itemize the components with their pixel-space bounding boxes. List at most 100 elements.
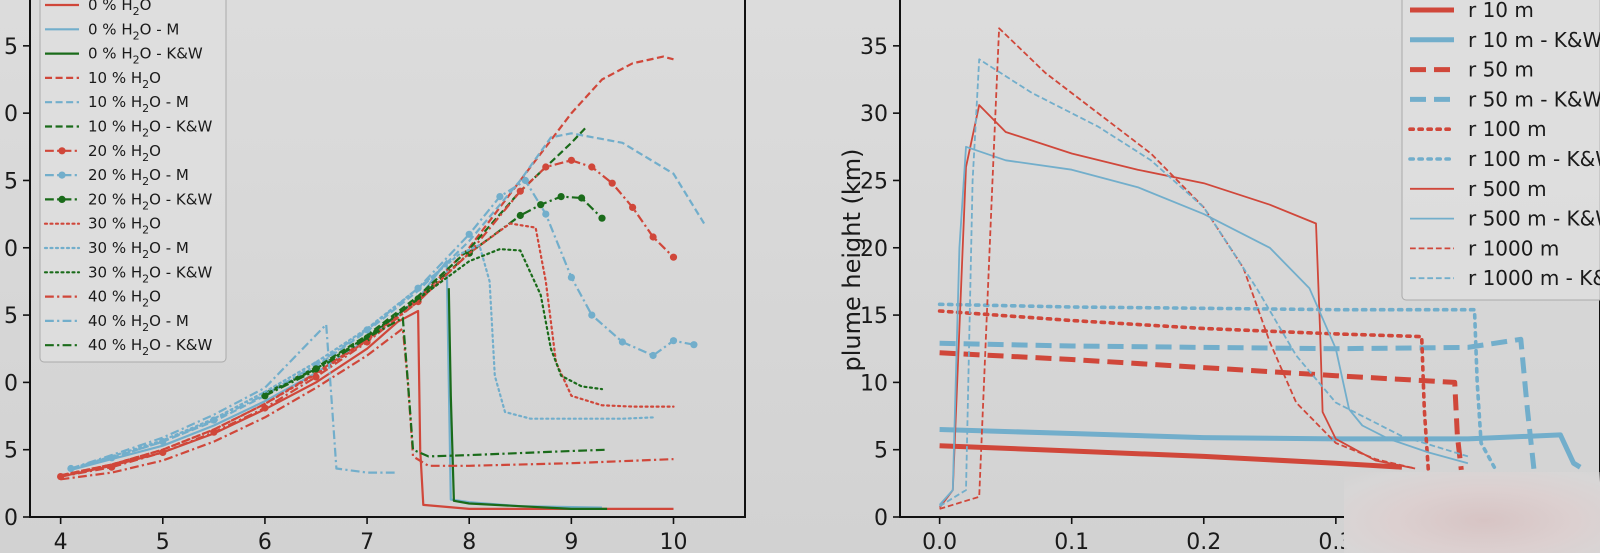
left-ytick-label: 0 [4,102,18,127]
right-series-r-50-m [939,350,1464,471]
left-ytick-label: 5 [4,439,18,464]
right-legend-label-r-10-m: r 10 m [1468,0,1534,22]
right-legend-label-r-1000-m: r 1000 m [1468,236,1559,260]
left-series-30-pct-h2o-kandw [263,248,604,396]
left-ytick-label: 5 [4,304,18,329]
right-legend-label-r-100-m: r 100 m [1468,117,1547,141]
left-xtick-label: 4 [54,530,68,553]
right-xtick-label: 0.2 [1186,530,1221,553]
right-chart-lines [937,27,1582,510]
right-series-r-100-m [937,309,1431,472]
right-ytick-label: 10 [860,371,888,396]
right-series-r-500-m-kandw [938,145,1469,506]
left-xtick-label: 8 [462,530,476,553]
left-legend-label-0-pct-h2o-m: 0 % H2O - M [88,20,179,42]
left-series-40-pct-h2o-m [70,323,398,474]
left-marker-20-pct-h2o [567,156,576,164]
left-xtick-label: 10 [660,530,688,553]
left-legend-label-20-pct-h2o-kandw: 20 % H2O - K&W [88,190,212,212]
left-xtick-label: 6 [258,530,272,553]
left-chart-axes: 0 5 0 5 0 5 0 5 4 5 6 7 8 9 10 [4,0,746,553]
right-legend-label-r-100-m-kandw: r 100 m - K&W [1468,147,1600,171]
left-marker-20-pct-h2o [210,428,218,436]
right-legend-label-r-50-m: r 50 m [1468,58,1534,82]
right-series-r-10-m-kandw [939,427,1582,470]
left-legend-marker [58,171,66,179]
left-legend-label-40-pct-h2o-kandw: 40 % H2O - K&W [88,336,212,358]
left-marker-20-pct-h2o-m [649,351,657,360]
right-ylabel: plume height (km) [838,148,866,371]
left-ytick-label: 0 [4,237,18,262]
left-series-30-pct-h2o [59,222,675,477]
left-marker-20-pct-h2o [159,448,167,456]
left-axes-frame [29,0,746,518]
left-marker-20-pct-h2o [669,253,678,261]
left-series-20-pct-h2o [60,159,675,478]
left-legend-label-10-pct-h2o-m: 10 % H2O - M [88,93,189,115]
left-series-30-pct-h2o-m [69,244,655,470]
right-legend-label-r-500-m-kandw: r 500 m - K&W [1468,207,1600,231]
left-legend-label-0-pct-h2o: 0 % H2O [88,0,151,18]
left-series-40-pct-h2o-kandw [264,316,608,458]
left-ytick-label: 5 [4,35,18,60]
right-series-r-1000-m [939,27,1416,510]
right-ytick-label: 15 [860,304,888,329]
right-ytick-label: 5 [874,439,888,464]
left-legend-label-10-pct-h2o-kandw: 10 % H2O - K&W [88,118,212,140]
right-series-r-10-m [939,443,1403,470]
left-ytick-label: 0 [4,371,18,396]
right-legend-box [1401,0,1600,301]
left-series-10-pct-h2o-kandw [264,125,588,395]
left-legend-label-30-pct-h2o-kandw: 30 % H2O - K&W [88,263,212,285]
right-legend-label-r-1000-m-kandw: r 1000 m - K&W [1468,266,1600,290]
left-marker-20-pct-h2o-kandw [516,211,524,220]
left-marker-20-pct-h2o-kandw [537,201,545,209]
left-marker-20-pct-h2o-kandw [363,334,371,342]
left-legend-label-40-pct-h2o-m: 40 % H2O - M [88,312,189,334]
left-series-20-pct-h2o-m [70,179,695,470]
right-axes-frame [899,0,1600,518]
left-series-40-pct-h2o [60,327,674,481]
right-ytick-label: 25 [860,169,888,194]
right-series-r-50-m-kandw [939,336,1537,471]
left-xtick-label: 7 [360,530,374,553]
left-chart-lines [57,55,706,510]
left-legend-marker [58,147,66,155]
left-ytick-label: 5 [4,169,18,194]
right-ytick-label: 0 [874,506,888,531]
left-marker-20-pct-h2o-kandw [557,193,565,201]
left-marker-20-pct-h2o-m [588,311,596,319]
right-xtick-label: 0.1 [1054,530,1089,553]
right-ytick-label: 20 [860,237,888,262]
blurred-watermark [1344,472,1600,553]
left-marker-20-pct-h2o [261,404,269,412]
right-series-r-500-m [938,104,1416,509]
left-marker-20-pct-h2o-m [521,176,530,185]
left-legend-label-0-pct-h2o-kandw: 0 % H2O - K&W [88,45,203,67]
right-legend-label-r-10-m-kandw: r 10 m - K&W [1468,28,1600,52]
left-marker-20-pct-h2o-kandw [598,214,606,222]
left-marker-20-pct-h2o [588,163,596,171]
left-marker-20-pct-h2o-m [465,230,473,238]
right-chart-legend: r 10 m r 10 m - K&W r 50 m r 50 m - K&W r 10… [1401,0,1600,301]
left-marker-20-pct-h2o-m [669,337,678,345]
left-xtick-label: 5 [156,530,170,553]
left-xtick-label: 9 [564,530,578,553]
left-legend-box [39,0,227,363]
left-legend-marker [58,195,66,203]
left-marker-20-pct-h2o-m [496,193,504,201]
left-marker-20-pct-h2o [542,163,550,171]
right-series-r-1000-m-kandw [939,58,1469,507]
left-marker-20-pct-h2o-m [542,210,550,218]
right-ytick-label: 35 [860,35,888,60]
left-marker-20-pct-h2o [608,179,616,187]
left-series-20-pct-h2o-kandw [264,195,603,397]
right-xtick-label: 0.0 [922,530,957,553]
left-legend-label-30-pct-h2o-m: 30 % H2O - M [88,239,189,261]
left-marker-20-pct-h2o [629,203,637,211]
left-marker-20-pct-h2o-m [567,273,576,281]
